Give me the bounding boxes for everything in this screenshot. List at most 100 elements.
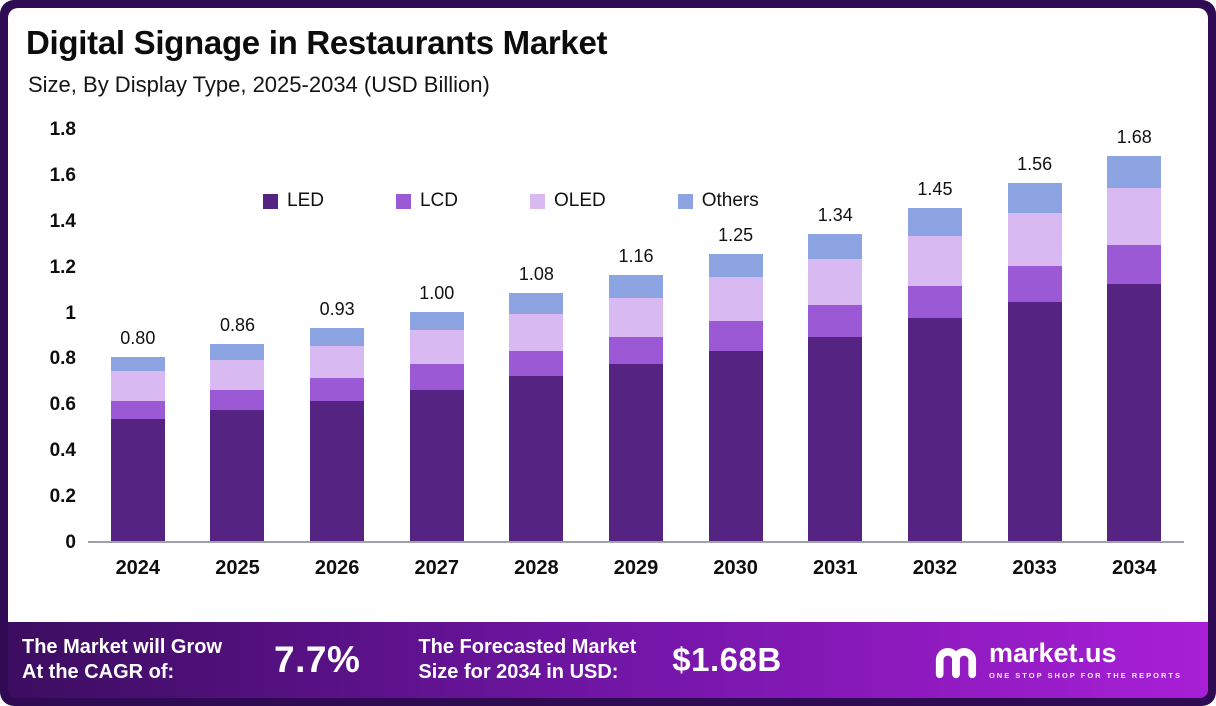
legend-item-others: Others <box>677 190 759 212</box>
y-axis: 0 0.2 0.4 0.6 0.8 1 1.2 1.4 1.6 1.8 <box>14 119 76 553</box>
legend-label: OLED <box>553 190 606 211</box>
bar-segment-others <box>1007 183 1062 213</box>
forecast-label: The Forecasted Market Size for 2034 in U… <box>418 635 636 685</box>
legend-label: LED <box>287 190 324 211</box>
bar-total-label: 1.56 <box>1017 154 1053 175</box>
y-tick-label: 0.2 <box>49 486 76 508</box>
bar-stack <box>310 327 365 541</box>
y-tick-label: 1.4 <box>49 210 76 232</box>
bar-total-label: 1.68 <box>1116 126 1152 147</box>
bar-group-2033: 1.56 <box>985 130 1085 541</box>
bar-segment-led <box>609 364 664 541</box>
y-tick-label: 1.2 <box>49 256 76 278</box>
x-tick-label: 2028 <box>514 557 559 579</box>
bar-segment-led <box>210 410 265 541</box>
market-us-logo-icon <box>933 636 977 685</box>
bar-segment-led <box>409 389 464 541</box>
bar-stack <box>110 357 165 541</box>
bar-segment-others <box>708 254 763 278</box>
bars-row: 0.80 0.86 0.93 1.00 1.08 1.16 1.25 1.34 1.45 1.56… <box>88 126 1184 541</box>
chart-panel: Digital Signage in Restaurants Market Si… <box>8 8 1208 622</box>
bar-total-label: 0.86 <box>219 314 255 335</box>
x-tick-label: 2027 <box>414 557 459 579</box>
bar-stack <box>1007 183 1062 541</box>
bar-segment-led <box>708 350 763 541</box>
bar-stack <box>808 233 863 541</box>
plot-area: 0.80 0.86 0.93 1.00 1.08 1.16 1.25 1.34 1.45 1.56… <box>88 126 1184 543</box>
bar-segment-lcd <box>1007 265 1062 303</box>
bar-segment-led <box>110 419 165 541</box>
bar-stack <box>609 274 664 541</box>
bar-segment-others <box>1107 155 1162 188</box>
bar-segment-others <box>907 208 962 236</box>
bar-segment-lcd <box>1107 245 1162 285</box>
bar-segment-others <box>210 343 265 360</box>
bar-group-2034: 1.68 <box>1084 126 1184 541</box>
bar-stack <box>1107 155 1162 541</box>
legend-swatch-icon <box>263 193 278 209</box>
bar-segment-lcd <box>609 336 664 365</box>
bar-segment-lcd <box>409 364 464 390</box>
cagr-label-line2: At the CAGR of: <box>22 661 175 683</box>
bar-segment-others <box>310 327 365 346</box>
legend-label: Others <box>701 190 759 211</box>
x-tick-label: 2033 <box>1012 557 1057 579</box>
bar-segment-led <box>1107 284 1162 541</box>
x-tick-label: 2032 <box>912 557 958 579</box>
bar-total-label: 1.34 <box>817 204 853 225</box>
bar-group-2030: 1.25 <box>686 130 786 541</box>
bar-group-2027: 1.00 <box>387 130 487 541</box>
bar-group-2032: 1.45 <box>885 130 985 541</box>
bar-total-label: 1.00 <box>419 282 455 303</box>
bar-total-label: 0.93 <box>319 298 355 319</box>
bar-segment-lcd <box>110 401 165 420</box>
bar-segment-oled <box>210 359 265 390</box>
bar-stack <box>409 311 464 541</box>
bar-segment-oled <box>708 277 763 321</box>
y-tick-label: 0.4 <box>49 440 76 462</box>
brand-logo: market.us ONE STOP SHOP FOR THE REPORTS <box>933 636 1182 685</box>
legend-item-lcd: LCD <box>395 190 458 212</box>
bar-total-label: 1.45 <box>917 179 953 200</box>
bar-group-2025: 0.86 <box>188 130 288 541</box>
y-tick-label: 0.6 <box>49 394 76 416</box>
legend-item-oled: OLED <box>529 190 606 212</box>
cagr-value: 7.7% <box>274 639 361 680</box>
bar-stack <box>509 293 564 541</box>
bar-segment-led <box>509 375 564 541</box>
x-tick-label: 2024 <box>115 557 161 579</box>
bar-group-2026: 0.93 <box>287 130 387 541</box>
x-axis: 2024 2025 2026 2027 2028 2029 2030 2031 2032 2033… <box>88 557 1184 580</box>
x-tick-label: 2034 <box>1111 557 1157 579</box>
legend-label: LCD <box>419 190 458 211</box>
bar-segment-lcd <box>210 389 265 411</box>
x-tick-label: 2031 <box>813 557 858 579</box>
bar-group-2031: 1.34 <box>785 130 885 541</box>
bar-segment-led <box>907 318 962 541</box>
bar-stack <box>708 254 763 541</box>
bar-segment-lcd <box>708 320 763 351</box>
bar-segment-oled <box>110 371 165 402</box>
legend-item-led: LED <box>263 190 324 212</box>
y-tick-label: 1 <box>65 302 76 324</box>
bar-segment-others <box>509 293 564 314</box>
bar-group-2024: 0.80 <box>88 130 188 541</box>
bar-segment-oled <box>509 313 564 351</box>
x-tick-label: 2026 <box>314 557 360 579</box>
bar-segment-others <box>110 357 165 372</box>
bar-segment-oled <box>808 258 863 305</box>
bar-segment-lcd <box>310 378 365 402</box>
bar-segment-led <box>808 336 863 541</box>
x-tick-label: 2029 <box>613 557 659 579</box>
bar-group-2029: 1.16 <box>586 130 686 541</box>
bar-segment-led <box>1007 302 1062 541</box>
legend-swatch-icon <box>529 193 545 209</box>
bar-stack <box>210 343 265 541</box>
bar-segment-others <box>409 311 464 330</box>
x-tick-label: 2030 <box>713 557 758 579</box>
bar-segment-oled <box>907 235 962 287</box>
page-subtitle: Size, By Display Type, 2025-2034 (USD Bi… <box>28 72 490 97</box>
bar-total-label: 1.16 <box>618 245 654 266</box>
bar-segment-lcd <box>907 286 962 319</box>
footer-banner: The Market will Grow At the CAGR of: 7.7… <box>8 622 1208 698</box>
